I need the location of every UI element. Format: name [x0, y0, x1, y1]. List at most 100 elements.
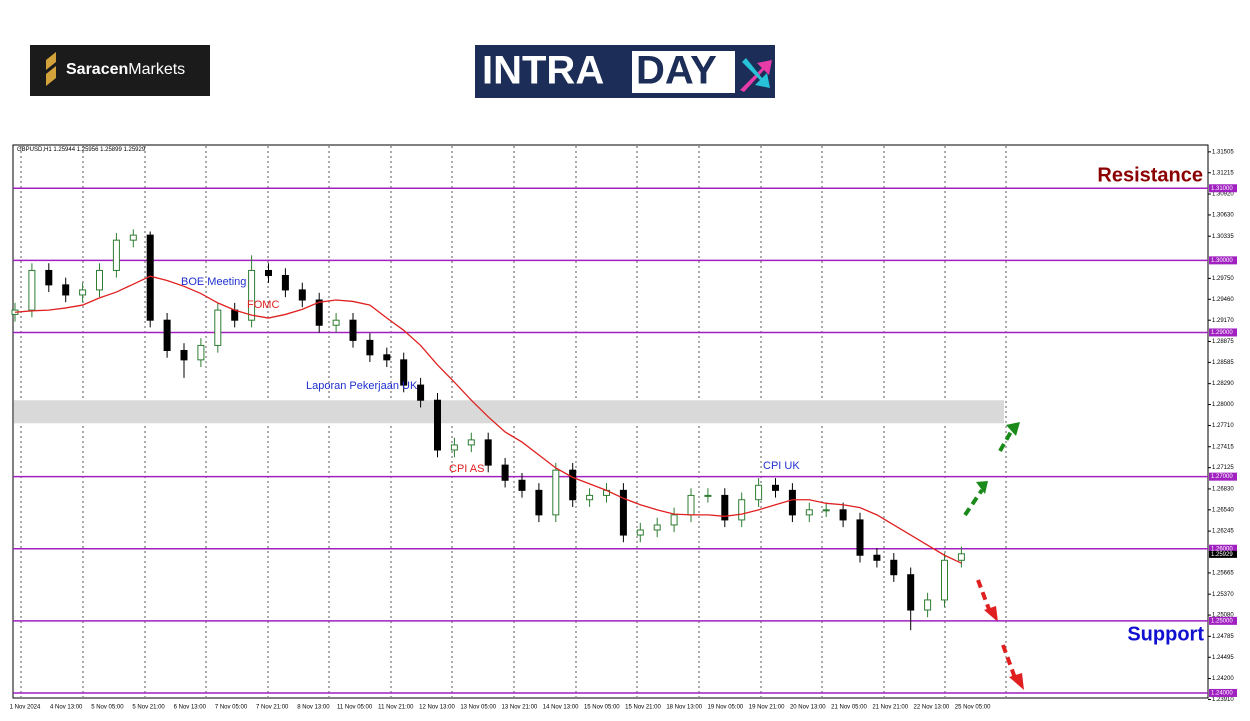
level-tag [1209, 688, 1237, 697]
x-tick-label: 8 Nov 13:00 [297, 705, 330, 711]
y-tick-label: 1.25080 [1212, 613, 1234, 619]
y-tick-label: 1.25370 [1212, 592, 1234, 598]
y-tick-label: 1.30630 [1212, 213, 1234, 219]
candle-body [586, 494, 594, 501]
annotation: CPI AS [449, 463, 484, 475]
y-tick-label: 1.23910 [1212, 697, 1234, 703]
y-tick-label: 1.28000 [1212, 402, 1234, 408]
y-tick-label: 1.26830 [1212, 486, 1234, 492]
support-label: Support [1127, 623, 1204, 645]
y-tick-label: 1.29460 [1212, 297, 1234, 303]
candle-body [924, 599, 932, 611]
candle-body [653, 524, 661, 531]
candle-body [400, 359, 408, 386]
candle-body [96, 269, 103, 291]
candle-body [62, 284, 70, 296]
candle-body [670, 514, 678, 526]
candle-body [366, 339, 374, 356]
candle-body [265, 269, 272, 276]
x-tick-label: 15 Nov 05:00 [584, 705, 620, 711]
level-label: 1.30000 [1211, 258, 1233, 264]
candle-body [281, 274, 289, 291]
annotation: CPI UK [763, 460, 800, 472]
y-tick-label: 1.24200 [1212, 676, 1234, 682]
level-tag [1209, 616, 1237, 625]
y-tick-label: 1.30335 [1212, 234, 1234, 240]
level-label: 1.31000 [1211, 186, 1233, 192]
candle-body [434, 399, 441, 451]
x-tick-label: 20 Nov 13:00 [790, 705, 826, 711]
candle-body [755, 484, 763, 501]
level-tag [1209, 184, 1237, 193]
candle-body [552, 469, 560, 516]
arrow-icon [742, 58, 770, 88]
y-tick-label: 1.28875 [1212, 339, 1234, 345]
product-name-1: INTRA [482, 49, 604, 93]
candle-body [214, 309, 222, 346]
y-tick-label: 1.29170 [1212, 318, 1234, 324]
x-tick-label: 13 Nov 21:00 [502, 705, 538, 711]
level-label: 1.24000 [1211, 691, 1233, 697]
x-tick-label: 21 Nov 21:00 [872, 705, 908, 711]
level-tag [1209, 544, 1237, 553]
y-tick-label: 1.30920 [1212, 192, 1234, 198]
candle-body [197, 344, 205, 361]
x-tick-label: 7 Nov 05:00 [215, 705, 248, 711]
y-tick-label: 1.28585 [1212, 360, 1234, 366]
candle-body [788, 489, 796, 516]
y-tick-label: 1.27710 [1212, 423, 1234, 429]
candle-body [957, 553, 965, 561]
x-tick-label: 5 Nov 21:00 [132, 705, 165, 711]
resistance-label: Resistance [1097, 164, 1203, 186]
y-tick-label: 1.26245 [1212, 529, 1234, 535]
annotation: BOE Meeting [181, 276, 246, 288]
x-tick-label: 4 Nov 13:00 [50, 705, 83, 711]
candle-body [518, 479, 526, 491]
candle-body [231, 309, 239, 321]
x-tick-label: 21 Nov 05:00 [831, 705, 867, 711]
y-tick-label: 1.27125 [1212, 465, 1234, 471]
moving-average [14, 275, 962, 564]
scenario-arrows [963, 422, 1024, 690]
candle-body [484, 439, 492, 466]
x-tick-label: 12 Nov 13:00 [419, 705, 455, 711]
product-name-2: DAY [636, 49, 717, 93]
y-tick-label: 1.25665 [1212, 570, 1234, 576]
y-tick-label: 1.28290 [1212, 381, 1234, 387]
y-tick-label: 1.31215 [1212, 170, 1234, 176]
y-tick-label: 1.24785 [1212, 634, 1234, 640]
candle-body [417, 384, 425, 401]
zone [14, 400, 1004, 424]
candle-body [890, 559, 898, 576]
x-tick-label: 15 Nov 21:00 [625, 705, 661, 711]
level-label: 1.25000 [1211, 618, 1233, 624]
x-tick-label: 19 Nov 21:00 [749, 705, 785, 711]
candle-body [45, 269, 53, 286]
candle-body [180, 349, 188, 361]
candle-body [805, 509, 813, 516]
candle-body [383, 354, 391, 361]
candle-body [315, 299, 323, 326]
candle-body [636, 529, 644, 536]
product-box [632, 51, 735, 93]
candle-body [163, 319, 171, 351]
level-tag [1209, 256, 1237, 265]
candle-body [332, 319, 340, 326]
level-label: 1.27000 [1211, 474, 1233, 480]
x-tick-label: 19 Nov 05:00 [708, 705, 744, 711]
x-tick-label: 7 Nov 21:00 [256, 705, 289, 711]
annotation: FOMC [247, 299, 279, 311]
candle-body [738, 499, 746, 521]
x-tick-label: 1 Nov 2024 [10, 705, 41, 711]
y-tick-label: 1.24495 [1212, 655, 1234, 661]
x-tick-label: 25 Nov 05:00 [955, 705, 991, 711]
level-tag [1209, 328, 1237, 337]
candle-body [349, 319, 357, 341]
candle-body [112, 239, 120, 271]
level-tag [1209, 472, 1237, 481]
x-tick-label: 6 Nov 13:00 [174, 705, 207, 711]
level-label: 1.29000 [1211, 330, 1233, 336]
candle-body [856, 519, 864, 556]
candle-body [467, 439, 475, 446]
